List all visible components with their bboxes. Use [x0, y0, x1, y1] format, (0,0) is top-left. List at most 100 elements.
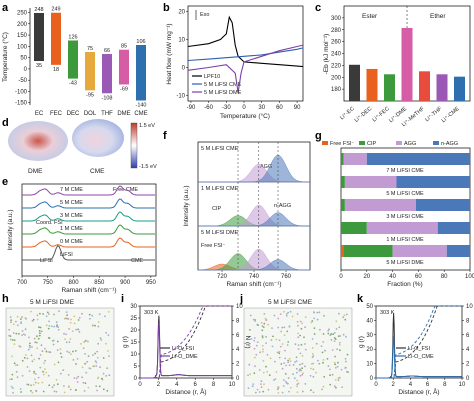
cme-annot: CME [131, 258, 144, 264]
g-legend-swatch [359, 141, 365, 145]
i-y2label: N (r) [244, 336, 251, 349]
md-atom [309, 374, 312, 377]
md-atom [265, 342, 267, 344]
md-atom [304, 343, 306, 345]
i-y2-ytick-label: 0 [236, 376, 240, 382]
md-atom [68, 385, 70, 388]
md-atom [346, 313, 348, 316]
e-spectrum [22, 185, 155, 196]
g-row-label: 7 M LiFSI CME [386, 168, 424, 174]
f-sub-top: 5 M LiFSI CME [201, 146, 239, 152]
md-atom [281, 391, 284, 394]
colorbar-bottom-label: -1.5 eV [139, 164, 157, 170]
f-component-area [198, 212, 310, 227]
b-ytick-label: -10 [176, 93, 185, 99]
md-atom [20, 391, 22, 393]
md-atom [342, 333, 345, 336]
md-atom [323, 376, 326, 378]
md-atom [84, 353, 86, 355]
a-ytick-label: -50 [18, 78, 27, 84]
panel-e: Free CME Coord. FSI LiFSI CME 700 750 800 8… [7, 183, 157, 294]
md-atom [65, 341, 68, 344]
g-legend-label: CIP [367, 141, 377, 147]
md-atom [42, 390, 45, 393]
md-atom [71, 330, 74, 333]
a-ytick-label: -150 [15, 101, 28, 107]
j-title: 5 M LiFSI CME [268, 299, 313, 306]
md-atom [48, 351, 50, 353]
md-atom [10, 385, 13, 388]
md-atom [33, 337, 36, 340]
md-atom [267, 323, 269, 326]
e-spectrum [22, 224, 155, 235]
md-atom [74, 389, 77, 391]
b-xtick-label: -90 [187, 105, 196, 111]
md-atom [75, 328, 77, 331]
md-atom [304, 316, 307, 318]
a-ytick-label: 200 [17, 22, 28, 28]
md-atom [42, 313, 44, 315]
panel-f: 5 M LiFSI CME 1 M LiFSI CME 5 M LiFSI DM… [183, 141, 311, 288]
md-atom [105, 331, 107, 334]
md-atom [338, 376, 341, 379]
md-atom [261, 336, 264, 339]
a-ylabel: Temperature (°C) [1, 32, 9, 82]
md-atom [301, 373, 304, 376]
md-atom [311, 320, 314, 322]
md-atom [98, 313, 101, 316]
md-atom [278, 356, 281, 359]
a-ytick-label: 100 [17, 44, 28, 50]
g-bar-segment [341, 153, 344, 165]
md-atom [320, 345, 323, 347]
md-atom [53, 313, 55, 316]
g-legend-label: AGG [404, 141, 416, 147]
md-atom [260, 380, 263, 383]
k-legend-label: Li-O_FSI [408, 346, 430, 352]
md-atom [252, 318, 255, 321]
coord-fsi-annot: Coord. FSI [36, 220, 63, 226]
md-atom [102, 357, 105, 359]
a-boiling-label: 106 [136, 39, 145, 45]
md-atom [285, 364, 287, 367]
md-atom [249, 329, 251, 331]
md-atom [30, 390, 32, 392]
ester-label: Ester [362, 13, 378, 20]
b-legend-label: 5 M LiFSI CME [204, 82, 242, 88]
md-atom [278, 352, 281, 355]
md-atom [265, 365, 267, 368]
md-atom [276, 351, 279, 354]
md-atom [76, 358, 79, 360]
md-atom [297, 348, 300, 350]
md-atom [20, 318, 22, 320]
f-ylabel: Intensity (a.u.) [183, 185, 190, 226]
md-atom [338, 326, 341, 329]
i-ytick-label: 15 [130, 340, 137, 346]
md-atom [81, 376, 83, 379]
md-atom [24, 328, 27, 331]
f-sub-mid: 1 M LiFSI CME [201, 186, 239, 192]
a-ytick-label: 0 [24, 67, 28, 73]
md-atom [288, 390, 290, 393]
a-boiling-label: 66 [104, 48, 110, 54]
md-atom [338, 341, 341, 344]
g-row-label: 5 M LiFSI CME [386, 191, 424, 197]
md-atom [280, 330, 283, 333]
md-atom [312, 355, 315, 357]
md-atom [34, 378, 36, 381]
md-atom [334, 338, 337, 340]
g-bar-segment [396, 176, 470, 188]
md-atom [327, 365, 330, 367]
md-atom [47, 374, 50, 377]
b-xtick-label: -60 [204, 105, 213, 111]
md-atom [88, 367, 90, 370]
i-legend-label: Li-O_FSI [172, 346, 194, 352]
md-atom [67, 374, 70, 376]
g-row-label: 1 M LiFSI CME [386, 237, 424, 243]
md-atom [87, 355, 90, 358]
md-atom [64, 338, 66, 341]
md-atom [18, 345, 20, 347]
f-free-label: Free FSI⁻ [201, 243, 225, 249]
a-boiling-label: 75 [87, 46, 93, 52]
a-boiling-label: 249 [51, 7, 60, 13]
